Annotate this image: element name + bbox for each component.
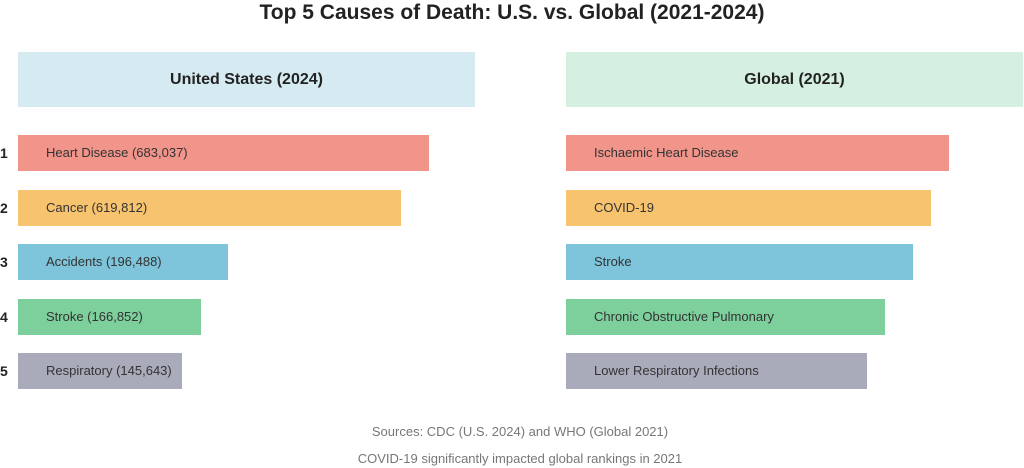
cause-bar: Ischaemic Heart Disease [566, 135, 949, 171]
rank-number: 1 [0, 145, 8, 161]
cause-bar: COVID-19 [566, 190, 931, 226]
rank-number: 4 [0, 309, 8, 325]
cause-bar: Respiratory (145,643) [18, 353, 182, 389]
cause-bar: Chronic Obstructive Pulmonary [566, 299, 885, 335]
rank-number: 2 [0, 200, 8, 216]
rank-number: 3 [0, 254, 8, 270]
cause-bar: Lower Respiratory Infections [566, 353, 867, 389]
cause-bar: Stroke (166,852) [18, 299, 201, 335]
note: COVID-19 significantly impacted global r… [357, 451, 683, 466]
cause-bar: Accidents (196,488) [18, 244, 228, 280]
cause-bar: Stroke [566, 244, 913, 280]
panel-header: Global (2021) [566, 52, 1023, 107]
panel-header: United States (2024) [18, 52, 475, 107]
rank-number: 5 [0, 363, 8, 379]
title: Top 5 Causes of Death: U.S. vs. Global (… [259, 1, 765, 24]
cause-bar: Heart Disease (683,037) [18, 135, 429, 171]
cause-bar: Cancer (619,812) [18, 190, 401, 226]
sources: Sources: CDC (U.S. 2024) and WHO (Global… [371, 424, 669, 439]
